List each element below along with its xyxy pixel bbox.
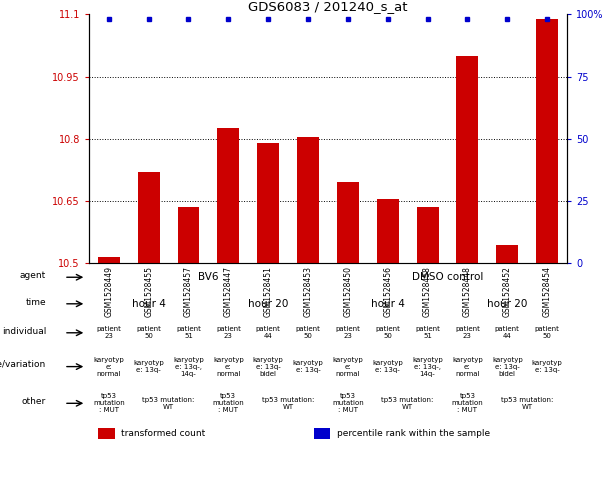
Bar	[218, 128, 239, 263]
Text: karyotyp
e:
normal: karyotyp e: normal	[452, 356, 483, 377]
Text: hour 20: hour 20	[487, 299, 527, 309]
Text: patient
50: patient 50	[136, 327, 161, 339]
Text: tp53 mutation:
WT: tp53 mutation: WT	[262, 397, 314, 410]
Text: karyotyp
e: 13q-: karyotyp e: 13q-	[531, 360, 563, 373]
Text: hour 20: hour 20	[248, 299, 288, 309]
Text: karyotyp
e:
normal: karyotyp e: normal	[93, 356, 124, 377]
Text: patient
50: patient 50	[295, 327, 321, 339]
Text: tp53 mutation:
WT: tp53 mutation: WT	[501, 397, 554, 410]
Text: other: other	[22, 397, 46, 406]
Text: patient
23: patient 23	[216, 327, 241, 339]
Text: karyotyp
e:
normal: karyotyp e: normal	[213, 356, 244, 377]
Bar	[314, 428, 330, 439]
Title: GDS6083 / 201240_s_at: GDS6083 / 201240_s_at	[248, 0, 408, 14]
Text: karyotyp
e:
normal: karyotyp e: normal	[332, 356, 364, 377]
Text: patient
50: patient 50	[535, 327, 560, 339]
Text: karyotyp
e: 13q-
bidel: karyotyp e: 13q- bidel	[253, 356, 284, 377]
Text: genotype/variation: genotype/variation	[0, 360, 46, 369]
Text: patient
50: patient 50	[375, 327, 400, 339]
Text: tp53
mutation
: MUT: tp53 mutation : MUT	[213, 393, 244, 413]
Text: hour 4: hour 4	[371, 299, 405, 309]
Text: karyotyp
e: 13q-: karyotyp e: 13q-	[133, 360, 164, 373]
Bar	[457, 56, 478, 263]
Text: karyotyp
e: 13q-,
14q-: karyotyp e: 13q-, 14q-	[412, 356, 443, 377]
Text: patient
23: patient 23	[96, 327, 121, 339]
Text: agent: agent	[20, 271, 46, 280]
Text: transformed count: transformed count	[121, 428, 205, 438]
Text: tp53 mutation:
WT: tp53 mutation: WT	[381, 397, 434, 410]
Text: karyotyp
e: 13q-: karyotyp e: 13q-	[372, 360, 403, 373]
Text: karyotyp
e: 13q-
bidel: karyotyp e: 13q- bidel	[492, 356, 523, 377]
Bar	[536, 19, 558, 263]
Bar	[138, 172, 159, 263]
Text: patient
44: patient 44	[495, 327, 520, 339]
Text: patient
23: patient 23	[455, 327, 480, 339]
Text: karyotyp
e: 13q-,
14q-: karyotyp e: 13q-, 14q-	[173, 356, 204, 377]
Bar	[337, 183, 359, 263]
Text: BV6: BV6	[198, 272, 219, 282]
Text: karyotyp
e: 13q-: karyotyp e: 13q-	[292, 360, 324, 373]
Text: patient
51: patient 51	[176, 327, 201, 339]
Bar	[297, 137, 319, 263]
Bar	[178, 207, 199, 263]
Text: individual: individual	[2, 327, 46, 336]
Text: patient
44: patient 44	[256, 327, 281, 339]
Bar	[377, 199, 398, 263]
Text: tp53
mutation
: MUT: tp53 mutation : MUT	[93, 393, 124, 413]
Text: DMSO control: DMSO control	[412, 272, 483, 282]
Text: tp53 mutation:
WT: tp53 mutation: WT	[142, 397, 195, 410]
Text: tp53
mutation
: MUT: tp53 mutation : MUT	[332, 393, 364, 413]
Bar	[497, 244, 518, 263]
Bar	[99, 428, 115, 439]
Text: patient
51: patient 51	[415, 327, 440, 339]
Text: hour 4: hour 4	[132, 299, 166, 309]
Bar	[98, 257, 120, 263]
Text: tp53
mutation
: MUT: tp53 mutation : MUT	[452, 393, 483, 413]
Text: percentile rank within the sample: percentile rank within the sample	[337, 428, 490, 438]
Text: patient
23: patient 23	[335, 327, 360, 339]
Bar	[257, 143, 279, 263]
Text: time: time	[26, 298, 46, 307]
Bar	[417, 207, 438, 263]
